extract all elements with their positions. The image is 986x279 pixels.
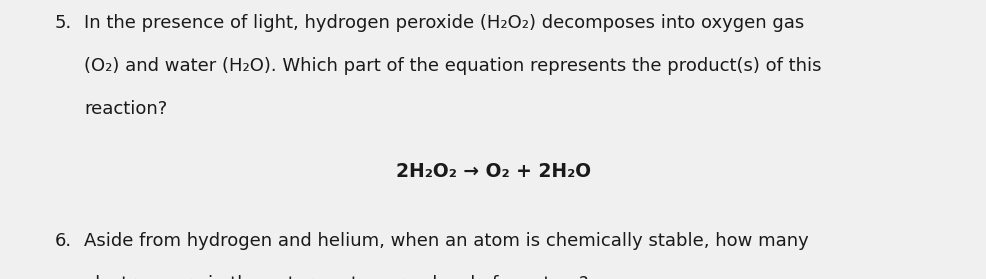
Text: In the presence of light, hydrogen peroxide (H₂O₂) decomposes into oxygen gas: In the presence of light, hydrogen perox…: [84, 14, 804, 32]
Text: electrons are in the outermost energy level of an atom?: electrons are in the outermost energy le…: [84, 275, 588, 279]
Text: reaction?: reaction?: [84, 100, 167, 119]
Text: 2H₂O₂ → O₂ + 2H₂O: 2H₂O₂ → O₂ + 2H₂O: [395, 162, 591, 181]
Text: (O₂) and water (H₂O). Which part of the equation represents the product(s) of th: (O₂) and water (H₂O). Which part of the …: [84, 57, 820, 75]
Text: Aside from hydrogen and helium, when an atom is chemically stable, how many: Aside from hydrogen and helium, when an …: [84, 232, 808, 250]
Text: 6.: 6.: [54, 232, 71, 250]
Text: 5.: 5.: [54, 14, 71, 32]
